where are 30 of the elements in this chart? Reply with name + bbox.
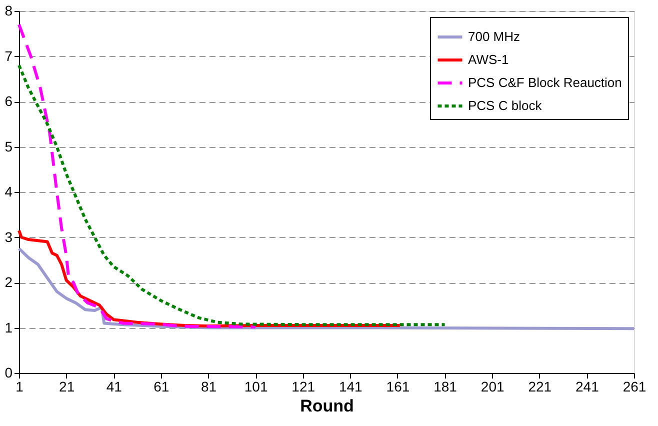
x-tick-label: 161 (386, 378, 410, 394)
x-tick-label: 81 (200, 378, 217, 394)
line-series (18, 64, 446, 326)
y-tick-label: 4 (4, 184, 13, 200)
y-tick-label: 0 (4, 364, 13, 380)
line-series (18, 23, 258, 328)
x-tick-label: 201 (480, 378, 504, 394)
x-tick-label: 41 (106, 378, 122, 394)
legend-label: 700 MHz (468, 29, 520, 44)
x-tick-label: 101 (244, 378, 268, 394)
y-tick-label: 5 (4, 138, 13, 154)
x-tick-label: 181 (434, 378, 458, 394)
x-tick-label: 261 (622, 378, 646, 394)
legend-label: PCS C&F Block Reauction (468, 75, 622, 90)
y-tick-label: 8 (4, 2, 13, 18)
y-tick-label: 3 (4, 228, 13, 245)
y-tick-label: 2 (4, 274, 13, 290)
y-tick-label: 6 (4, 93, 13, 109)
x-tick-label: 1 (16, 378, 24, 394)
legend-label: PCS C block (468, 98, 542, 113)
x-tick-label: 241 (576, 378, 600, 394)
y-tick-label: 7 (4, 48, 13, 64)
x-tick-label: 221 (528, 378, 552, 394)
legend-label: AWS-1 (468, 52, 509, 67)
y-tick-label: 1 (4, 319, 13, 336)
x-axis-title: Round (300, 396, 354, 416)
x-tick-label: 141 (338, 378, 363, 394)
x-tick-label: 21 (59, 378, 75, 394)
x-tick-label: 61 (154, 378, 170, 394)
x-tick-label: 121 (292, 378, 316, 394)
